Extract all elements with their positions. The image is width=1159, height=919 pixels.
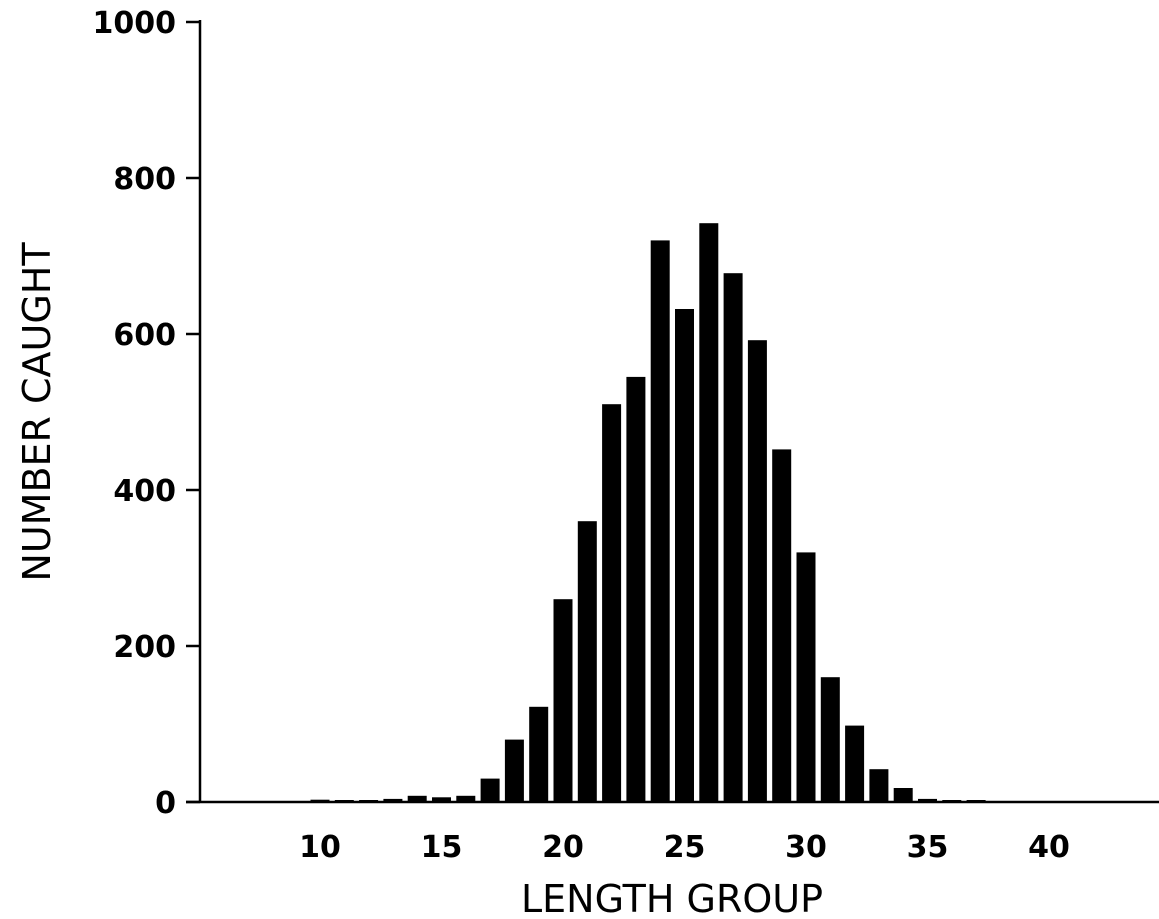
x-tick-label-30: 30: [785, 830, 827, 865]
bar-length-28: [747, 340, 767, 802]
bar-length-27: [723, 273, 743, 802]
bar-length-15: [432, 797, 451, 802]
bar-length-34: [893, 788, 913, 802]
x-tick-label-15: 15: [421, 830, 463, 865]
x-tick-label-20: 20: [542, 830, 584, 865]
bar-length-21: [577, 521, 597, 802]
y-tick-label-600: 600: [113, 318, 176, 353]
bar-length-33: [869, 769, 889, 802]
x-tick-label-10: 10: [299, 830, 341, 865]
bar-length-25: [675, 309, 694, 802]
bar-length-26: [699, 223, 719, 802]
bar-length-22: [602, 404, 622, 802]
y-tick-label-200: 200: [113, 630, 176, 665]
bar-length-17: [480, 778, 500, 802]
bar-length-14: [407, 795, 427, 802]
x-tick-label-35: 35: [907, 830, 949, 865]
bar-length-23: [626, 376, 646, 802]
tick-labels-group: 0 200 400 600 800 1000 10 15 20 25 30 35 40: [93, 6, 1070, 865]
x-axis-title: LENGTH GROUP: [521, 877, 823, 919]
bar-length-19: [529, 706, 549, 802]
y-tick-label-800: 800: [113, 162, 176, 197]
x-tick-label-25: 25: [664, 830, 706, 865]
y-tick-label-1000: 1000: [93, 6, 177, 41]
bar-length-18: [504, 739, 524, 802]
bar-length-16: [456, 795, 476, 802]
x-tick-label-40: 40: [1028, 830, 1070, 865]
bar-length-32: [845, 725, 865, 802]
bar-length-13: [383, 798, 403, 802]
bar-length-20: [553, 599, 573, 802]
bars-group: [310, 223, 986, 802]
bar-length-29: [772, 449, 792, 802]
bar-length-24: [650, 240, 670, 802]
bar-length-31: [820, 677, 840, 802]
bar-length-30: [796, 552, 816, 802]
y-tick-label-400: 400: [113, 474, 176, 509]
y-tick-label-0: 0: [155, 786, 176, 821]
y-axis-title: NUMBER CAUGHT: [15, 242, 59, 582]
bar-length-35: [918, 798, 937, 802]
axes-group: [186, 20, 1159, 804]
